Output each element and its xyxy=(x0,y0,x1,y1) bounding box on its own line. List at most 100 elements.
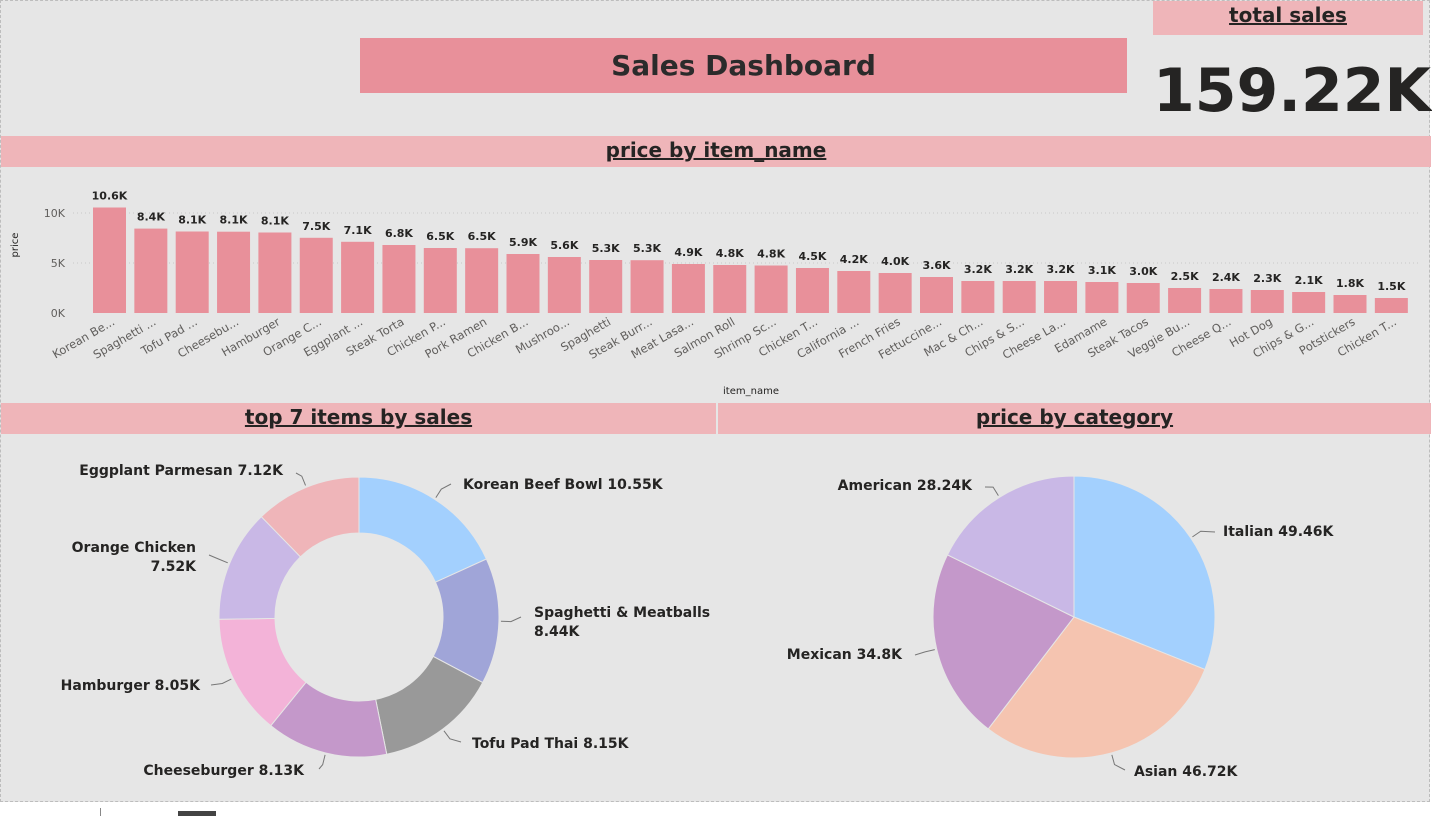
donut-chart: Korean Beef Bowl 10.55K Spaghetti & Meatb… xyxy=(61,463,711,779)
bar[interactable] xyxy=(961,281,995,313)
bar[interactable] xyxy=(547,257,581,313)
bar[interactable] xyxy=(1002,281,1036,313)
pie-chart-header: price by category xyxy=(718,403,1431,434)
bar-data-label: 2.3K xyxy=(1253,272,1281,285)
bar-data-label: 6.5K xyxy=(468,230,496,243)
bar-data-label: 8.1K xyxy=(261,215,289,228)
bar-data-label: 4.0K xyxy=(881,255,909,268)
bar[interactable] xyxy=(630,260,664,313)
bar-data-label: 4.8K xyxy=(757,248,785,261)
dashboard-title: Sales Dashboard xyxy=(360,38,1127,93)
bar[interactable] xyxy=(878,273,912,313)
page-tab-separator xyxy=(100,808,101,816)
bar-data-label: 5.9K xyxy=(509,236,537,249)
bar[interactable] xyxy=(1209,289,1243,313)
bottom-page-strip xyxy=(0,803,1432,816)
bar-data-label: 6.5K xyxy=(426,230,454,243)
page-tab[interactable] xyxy=(178,811,216,816)
y-tick-label: 10K xyxy=(44,207,66,220)
x-axis-label: item_name xyxy=(723,386,779,397)
slice-label: Cheeseburger 8.13K xyxy=(143,763,305,779)
bar-data-label: 7.5K xyxy=(302,220,330,233)
slice-label: Eggplant Parmesan 7.12K xyxy=(79,463,284,479)
bar[interactable] xyxy=(382,245,416,313)
bar-data-label: 4.9K xyxy=(674,246,702,259)
bar-data-label: 3.2K xyxy=(1047,263,1075,276)
bar-data-label: 2.5K xyxy=(1171,270,1199,283)
pie-slice[interactable] xyxy=(932,554,1075,730)
bar-chart-header: price by item_name xyxy=(1,136,1431,167)
leader-line xyxy=(1192,530,1216,538)
slice-label: Hamburger 8.05K xyxy=(61,678,201,694)
donut-chart-header: top 7 items by sales xyxy=(1,403,716,434)
pie-slice[interactable] xyxy=(987,616,1206,759)
slice-label: Asian 46.72K xyxy=(1134,764,1239,780)
bar[interactable] xyxy=(506,254,540,313)
bar[interactable] xyxy=(837,271,871,313)
bar-data-label: 5.3K xyxy=(592,242,620,255)
pie-slice[interactable] xyxy=(1073,475,1216,671)
bar[interactable] xyxy=(341,241,375,313)
bar[interactable] xyxy=(175,231,209,314)
slice-label: Mexican 34.8K xyxy=(787,647,903,663)
bar-data-label: 8.1K xyxy=(220,214,248,227)
bar-data-label: 8.1K xyxy=(178,214,206,227)
bar[interactable] xyxy=(671,264,705,313)
bar-data-label: 3.6K xyxy=(922,259,950,272)
bar[interactable] xyxy=(754,265,788,314)
bar[interactable] xyxy=(93,207,126,314)
slice-label: Tofu Pad Thai 8.15K xyxy=(472,736,630,752)
bar[interactable] xyxy=(299,237,333,313)
slice-label: Orange Chicken xyxy=(72,540,196,556)
pie-chart: Italian 49.46K Asian 46.72K Mexican 34.8K A… xyxy=(787,475,1335,780)
bar-data-label: 2.1K xyxy=(1295,274,1323,287)
slice-label: 7.52K xyxy=(151,559,198,575)
bar[interactable] xyxy=(1044,281,1078,313)
y-tick-label: 5K xyxy=(51,257,66,270)
leader-line xyxy=(443,730,462,743)
slice-label: Italian 49.46K xyxy=(1223,524,1335,540)
leader-line xyxy=(208,554,228,564)
leader-line xyxy=(318,754,326,770)
bar[interactable] xyxy=(1292,292,1326,313)
bar[interactable] xyxy=(1168,288,1202,313)
bar[interactable] xyxy=(217,231,251,313)
bar[interactable] xyxy=(1374,298,1408,313)
slice-label: Spaghetti & Meatballs xyxy=(534,605,710,621)
bar-data-label: 3.1K xyxy=(1088,264,1116,277)
bar-data-label: 4.5K xyxy=(798,250,826,263)
bar-data-label: 1.5K xyxy=(1377,280,1405,293)
slice-label: American 28.24K xyxy=(838,478,973,494)
leader-line xyxy=(295,472,307,486)
bar[interactable] xyxy=(795,268,829,313)
leader-line xyxy=(435,483,452,498)
leader-line xyxy=(210,678,232,686)
bar-data-label: 7.1K xyxy=(344,224,372,237)
leader-line xyxy=(984,486,999,496)
leader-line xyxy=(914,649,935,656)
bar[interactable] xyxy=(258,232,292,314)
bar[interactable] xyxy=(423,248,457,313)
bar-data-label: 6.8K xyxy=(385,227,413,240)
bar[interactable] xyxy=(134,228,168,313)
bar[interactable] xyxy=(713,265,747,313)
bar[interactable] xyxy=(465,248,499,313)
y-tick-label: 0K xyxy=(51,307,66,320)
bar[interactable] xyxy=(1085,282,1119,313)
pie-slice[interactable] xyxy=(946,475,1075,618)
bar-chart-title: price by item_name xyxy=(605,138,827,162)
bar[interactable] xyxy=(1333,295,1367,313)
pie-slice[interactable] xyxy=(260,476,360,558)
total-sales-label: total sales xyxy=(1153,1,1423,35)
leader-line xyxy=(500,616,522,623)
bar[interactable] xyxy=(589,260,623,313)
leader-line xyxy=(1111,754,1126,771)
bar[interactable] xyxy=(1250,290,1284,313)
bar[interactable] xyxy=(920,277,953,313)
bar[interactable] xyxy=(1126,283,1160,313)
bar-data-label: 10.6K xyxy=(92,190,128,203)
bar-data-label: 3.2K xyxy=(964,263,992,276)
bar-data-label: 3.0K xyxy=(1129,265,1157,278)
bar-data-label: 5.6K xyxy=(550,239,578,252)
slice-label: 8.44K xyxy=(534,624,581,640)
